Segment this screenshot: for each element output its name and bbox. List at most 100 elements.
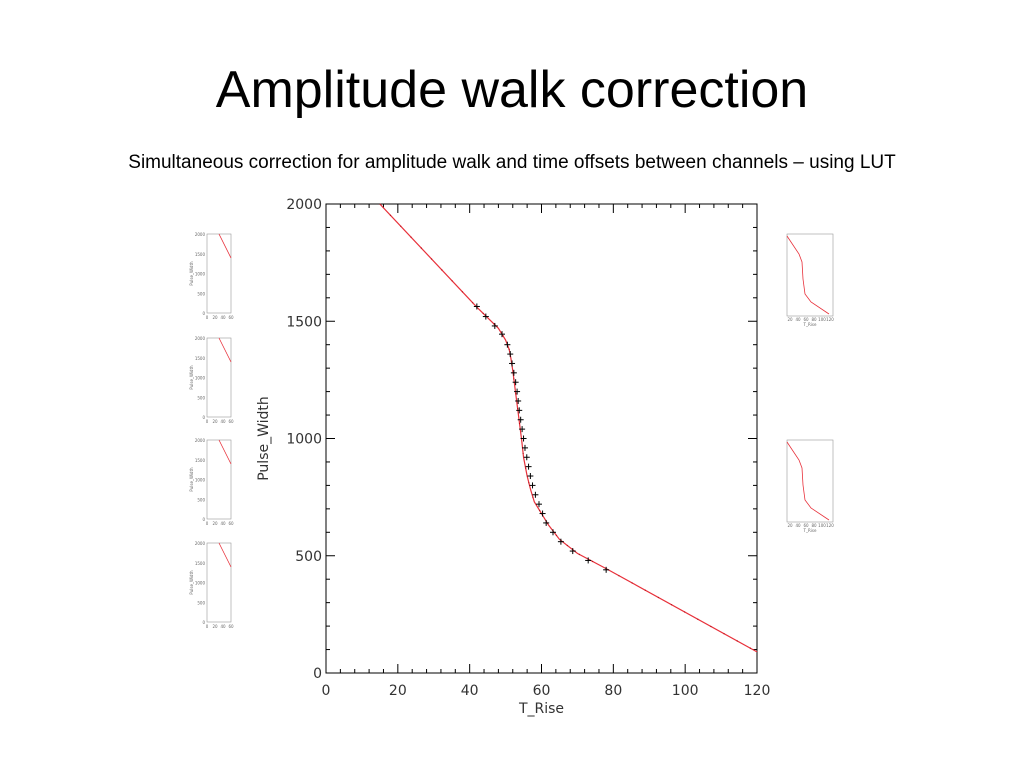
y-axis-label: Pulse_Width: [256, 396, 272, 481]
thumb-frame: [206, 439, 232, 520]
data-marker: [491, 322, 498, 329]
thumb-x-tick-label: 120: [826, 523, 834, 528]
thumb-y-tick-label: 500: [197, 395, 205, 400]
thumb-x-tick-label: 60: [228, 419, 234, 424]
thumb-x-tick-label: 40: [220, 521, 226, 526]
thumb-frame: [786, 233, 834, 317]
slide-title: Amplitude walk correction: [215, 61, 809, 119]
thumb-x-tick-label: 20: [212, 624, 218, 629]
thumb-x-tick-label: 100: [818, 317, 826, 322]
data-marker: [603, 566, 610, 573]
thumb-y-tick-label: 500: [197, 497, 205, 502]
thumb-frame: [786, 439, 834, 523]
thumb-y-tick-label: 2000: [195, 336, 206, 341]
x-tick-label: 100: [672, 683, 699, 699]
data-marker: [521, 444, 528, 451]
thumb-y-axis-label: Pulse_Width: [189, 261, 194, 286]
thumb-x-tick-label: 80: [811, 523, 817, 528]
x-tick-label: 60: [533, 683, 551, 699]
thumb-x-tick-label: 20: [787, 523, 793, 528]
thumb-y-tick-label: 1000: [195, 272, 206, 277]
data-marker: [523, 454, 530, 461]
data-marker: [473, 303, 480, 310]
thumb-x-tick-label: 0: [206, 315, 209, 320]
x-tick-label: 80: [604, 683, 622, 699]
thumb-y-tick-label: 1000: [195, 581, 206, 586]
thumb-x-tick-label: 0: [206, 419, 209, 424]
thumb-y-tick-label: 2000: [195, 232, 206, 237]
thumb-x-tick-label: 40: [795, 523, 801, 528]
thumb-y-tick-label: 500: [197, 291, 205, 296]
data-marker: [510, 369, 517, 376]
thumb-x-tick-label: 80: [811, 317, 817, 322]
data-marker: [517, 416, 524, 423]
thumb-y-axis-label: Pulse_Width: [189, 467, 194, 492]
x-tick-label: 120: [744, 683, 771, 699]
thumb-series-line: [218, 233, 232, 259]
thumb-x-tick-label: 120: [826, 317, 834, 322]
thumb-x-tick-label: 40: [220, 624, 226, 629]
thumb-x-axis-label: T_Rise: [803, 528, 817, 533]
data-marker: [514, 388, 521, 395]
thumb-x-tick-label: 60: [228, 624, 234, 629]
data-marker: [525, 463, 532, 470]
data-marker: [527, 473, 534, 480]
data-marker: [512, 379, 519, 386]
data-marker: [557, 538, 564, 545]
data-marker: [549, 529, 556, 536]
thumb-y-tick-label: 2000: [195, 438, 206, 443]
thumb-y-tick-label: 500: [197, 600, 205, 605]
data-marker: [520, 435, 527, 442]
thumb-y-axis-label: Pulse_Width: [189, 365, 194, 390]
thumb-x-tick-label: 20: [212, 315, 218, 320]
thumb-y-tick-label: 0: [202, 517, 205, 522]
data-marker: [482, 313, 489, 320]
thumb-x-tick-label: 60: [803, 523, 809, 528]
thumb-y-tick-label: 1500: [195, 252, 206, 257]
y-tick-label: 1000: [286, 432, 322, 448]
thumb-x-tick-label: 60: [228, 521, 234, 526]
x-axis-label: T_Rise: [518, 701, 564, 717]
thumb-y-tick-label: 1000: [195, 478, 206, 483]
series-line-samples: [379, 203, 758, 653]
thumb-x-tick-label: 40: [220, 419, 226, 424]
data-marker: [498, 331, 505, 338]
data-marker: [535, 501, 542, 508]
thumb-y-axis-label: Pulse_Width: [189, 570, 194, 595]
thumb-x-tick-label: 20: [212, 419, 218, 424]
thumb-x-tick-label: 100: [818, 523, 826, 528]
thumb-series-line: [786, 441, 830, 521]
thumb-x-axis-label: T_Rise: [803, 322, 817, 327]
thumb-frame: [206, 337, 232, 418]
thumb-series-line: [218, 337, 232, 363]
thumb-y-tick-label: 1500: [195, 356, 206, 361]
data-marker: [519, 426, 526, 433]
thumbnail-chart-right-1: 20 40 60 80 100 120 T_Rise: [786, 233, 834, 327]
data-marker: [509, 360, 516, 367]
thumb-y-tick-label: 0: [202, 620, 205, 625]
thumb-series-line: [786, 235, 830, 315]
data-marker: [504, 341, 511, 348]
data-marker: [515, 397, 522, 404]
data-marker: [507, 351, 514, 358]
thumb-series-line: [218, 542, 232, 568]
slide-subtitle: Simultaneous correction for amplitude wa…: [128, 152, 896, 173]
data-marker: [569, 548, 576, 555]
thumb-x-tick-label: 60: [803, 317, 809, 322]
x-tick-label: 20: [389, 683, 407, 699]
x-tick-label: 0: [322, 683, 331, 699]
y-tick-label: 0: [313, 666, 322, 682]
y-tick-label: 2000: [286, 197, 322, 213]
thumb-y-tick-label: 1000: [195, 376, 206, 381]
y-tick-label: 500: [295, 549, 322, 565]
data-marker: [539, 510, 546, 517]
data-marker: [585, 557, 592, 564]
thumb-frame: [206, 233, 232, 314]
main-chart: 0 20 40 60 80 100 120 0 500 1000 1500 2000 T_Rise Pul…: [256, 197, 771, 717]
x-tick-label: 40: [461, 683, 479, 699]
thumb-x-tick-label: 60: [228, 315, 234, 320]
data-marker: [516, 407, 523, 414]
